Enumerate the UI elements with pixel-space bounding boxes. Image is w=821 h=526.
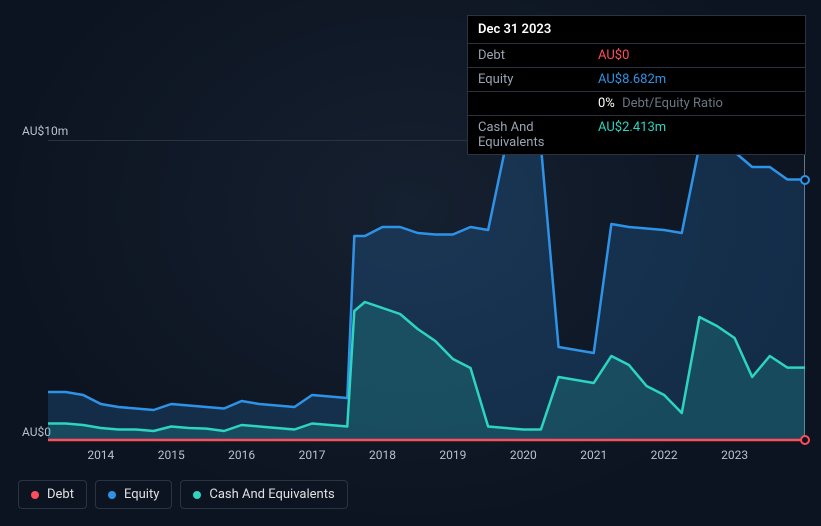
end-marker-equity bbox=[800, 175, 810, 185]
tooltip-ratio-suffix: Debt/Equity Ratio bbox=[622, 96, 723, 111]
legend-label-cash: Cash And Equivalents bbox=[209, 487, 334, 502]
tooltip-date: Dec 31 2023 bbox=[468, 16, 805, 43]
tooltip-cash-label: Cash And Equivalents bbox=[478, 120, 598, 150]
tooltip-equity-value: AU$8.682m bbox=[598, 72, 795, 87]
tooltip-row-equity: Equity AU$8.682m bbox=[468, 67, 805, 91]
legend: Debt Equity Cash And Equivalents bbox=[18, 480, 348, 509]
legend-dot-debt bbox=[31, 491, 39, 499]
tooltip-debt-value: AU$0 bbox=[598, 48, 795, 63]
tooltip-debt-label: Debt bbox=[478, 48, 598, 63]
legend-label-debt: Debt bbox=[47, 487, 74, 502]
legend-dot-cash bbox=[193, 491, 201, 499]
xaxis-label: 2022 bbox=[651, 448, 678, 462]
xaxis-label: 2019 bbox=[439, 448, 466, 462]
yaxis-min-label: AU$0 bbox=[22, 425, 51, 439]
xaxis-label: 2016 bbox=[228, 448, 255, 462]
tooltip-ratio-value: 0% bbox=[598, 96, 615, 111]
legend-label-equity: Equity bbox=[124, 487, 159, 502]
xaxis-label: 2018 bbox=[369, 448, 396, 462]
plot-area[interactable] bbox=[48, 140, 805, 440]
tooltip-equity-label: Equity bbox=[478, 72, 598, 87]
tooltip-cash-value: AU$2.413m bbox=[598, 120, 795, 150]
xaxis-labels: 2014 2015 2016 2017 2018 2019 2020 2021 2022 2023 bbox=[48, 448, 805, 468]
xaxis-label: 2020 bbox=[510, 448, 537, 462]
xaxis-label: 2023 bbox=[721, 448, 748, 462]
xaxis-label: 2015 bbox=[158, 448, 185, 462]
tooltip-row-cash: Cash And Equivalents AU$2.413m bbox=[468, 115, 805, 154]
tooltip-panel: Dec 31 2023 Debt AU$0 Equity AU$8.682m 0… bbox=[467, 15, 806, 155]
tooltip-row-ratio: 0% Debt/Equity Ratio bbox=[468, 91, 805, 115]
end-marker-debt bbox=[800, 435, 810, 445]
tooltip-ratio-label bbox=[478, 96, 598, 111]
tooltip-row-debt: Debt AU$0 bbox=[468, 43, 805, 67]
xaxis-label: 2021 bbox=[580, 448, 607, 462]
yaxis-max-label: AU$10m bbox=[22, 124, 68, 138]
legend-dot-equity bbox=[108, 491, 116, 499]
financial-chart: Dec 31 2023 Debt AU$0 Equity AU$8.682m 0… bbox=[0, 0, 821, 526]
legend-item-cash[interactable]: Cash And Equivalents bbox=[180, 480, 347, 509]
chart-svg bbox=[48, 140, 805, 440]
legend-item-debt[interactable]: Debt bbox=[18, 480, 87, 509]
legend-item-equity[interactable]: Equity bbox=[95, 480, 172, 509]
xaxis-label: 2017 bbox=[299, 448, 326, 462]
xaxis-label: 2014 bbox=[87, 448, 114, 462]
